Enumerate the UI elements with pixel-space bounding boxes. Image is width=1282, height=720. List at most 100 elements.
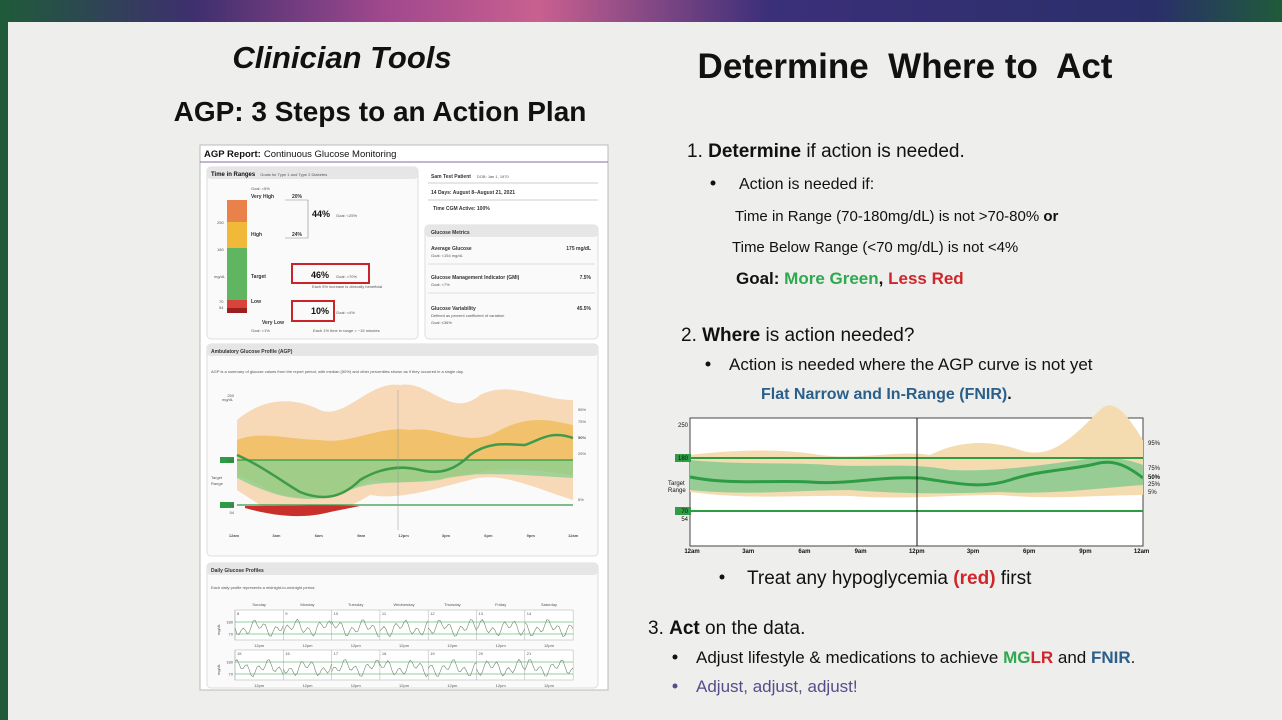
bracket <box>285 199 309 239</box>
agp-title: Ambulatory Glucose Profile (AGP) <box>211 349 293 355</box>
tir-goal: Goal: <5% <box>251 186 270 191</box>
chart-x-label: 6pm <box>1023 549 1035 555</box>
fnir-chart: Target Range <box>668 405 1144 547</box>
treat-red: (red) <box>953 568 995 589</box>
patient-name: Sam Test Patient <box>431 174 471 180</box>
day-date: 9 <box>285 611 288 616</box>
day-noon: 12pm <box>399 683 410 688</box>
panel-head <box>207 563 598 575</box>
agp-unit: mg/dL <box>222 397 234 402</box>
act-pre: Adjust lifestyle & medications to achiev… <box>696 648 1003 667</box>
daily-trace <box>234 659 284 678</box>
condition-or: or <box>1043 208 1058 225</box>
weekday: Tuesday <box>348 602 363 607</box>
metric-goal: Goal: <154 mg/dL <box>431 253 464 258</box>
day-date: 17 <box>334 651 339 656</box>
scale-label: 180 <box>217 247 224 252</box>
side-band <box>0 22 8 720</box>
step-2-bullet: Action is needed where the AGP curve is … <box>729 355 1093 374</box>
tir-label: High <box>251 232 262 238</box>
step-2: 2. Where is action needed? <box>681 325 914 346</box>
agp-note: AGP is a summary of glucose values from … <box>211 369 464 374</box>
chart-x-label: 9pm <box>1079 549 1091 555</box>
daily-trace <box>283 618 332 637</box>
report-title-text: AGP Report: <box>204 149 261 160</box>
day-date: 14 <box>527 611 532 616</box>
daily-trace <box>476 619 526 637</box>
top-band <box>0 0 1282 22</box>
tir-goal: Goal: <1% <box>251 328 270 333</box>
day-noon: 12pm <box>302 683 313 688</box>
chart-x-label: 9am <box>855 549 867 555</box>
weekday: Monday <box>300 602 314 607</box>
highlight-box <box>291 300 335 322</box>
tir-title-text: Time in Ranges <box>211 172 256 178</box>
bar-high <box>227 222 247 248</box>
day-noon: 12pm <box>254 643 265 648</box>
tag <box>675 454 691 462</box>
step-1-bullet: Action is needed if: <box>739 176 874 193</box>
step-1: 1. Determine if action is needed. <box>687 141 965 162</box>
daily-title: Daily Glucose Profiles <box>211 568 264 574</box>
chart-x-label: 6am <box>798 549 810 555</box>
act-1: Adjust lifestyle & medications to achiev… <box>696 648 1135 667</box>
day-date: 21 <box>527 651 532 656</box>
day-noon: 12pm <box>302 643 313 648</box>
daily-trace <box>379 659 429 678</box>
tag <box>220 502 234 508</box>
goal-label: Goal: <box>736 269 784 288</box>
step-num: 2. <box>681 325 702 346</box>
tir-title: Time in Ranges Goals for Type 1 and Type … <box>211 172 327 178</box>
daily-trace <box>331 659 381 677</box>
left-title: Clinician Tools <box>232 40 451 75</box>
step-rest: on the data. <box>700 618 806 639</box>
goal-sep: , <box>879 269 888 288</box>
act-mid: and <box>1053 648 1091 667</box>
weekday: Wednesday <box>394 602 415 607</box>
goal: Goal: More Green, Less Red <box>736 269 964 288</box>
day-noon: 12pm <box>351 643 362 648</box>
right-title: Determine Where to Act <box>698 47 1113 86</box>
weekday: Sunday <box>252 602 266 607</box>
daily-trace <box>476 658 526 677</box>
agp-target: Target <box>211 475 223 480</box>
day-noon: 12pm <box>544 643 555 648</box>
daily-note: Each daily profile represents a midnight… <box>211 585 316 590</box>
metric-value: 175 mg/dL <box>566 246 591 252</box>
chart-x-label: 12am <box>1134 549 1149 555</box>
metric-goal: Defined as percent coefficient of variat… <box>431 313 504 318</box>
daily-trace <box>427 659 477 677</box>
tir-pct: 20% <box>292 194 303 200</box>
panel-head <box>425 225 598 237</box>
highlight-box <box>291 263 370 284</box>
tir-note: Each 1% time in range = ~15 minutes <box>313 328 380 333</box>
step-bold: Where <box>702 325 760 346</box>
chart-y-label: 250 <box>678 423 689 429</box>
bullet <box>719 574 725 580</box>
daily-y-label: 180 <box>226 660 233 665</box>
bullet <box>672 654 678 660</box>
day-date: 10 <box>334 611 339 616</box>
agp-x-label: 9pm <box>527 533 536 538</box>
day-date: 8 <box>237 611 240 616</box>
scale-label: 70 <box>219 299 224 304</box>
fnir-end: . <box>1007 386 1011 403</box>
agp-x-label: 12am <box>568 533 579 538</box>
daily-y-label: 180 <box>226 620 233 625</box>
metric-value: 45.5% <box>577 306 592 312</box>
metric-goal: Goal: ≤36% <box>431 320 452 325</box>
day-date: 19 <box>430 651 435 656</box>
chart-target: Target <box>668 481 685 487</box>
day-noon: 12pm <box>399 643 410 648</box>
daily-trace <box>283 660 332 677</box>
step-3: 3. Act on the data. <box>648 618 805 639</box>
agp-low-area <box>245 505 360 517</box>
daily-y-label: 70 <box>229 632 234 637</box>
median-line <box>689 460 1144 487</box>
tir-label: Target <box>251 274 266 280</box>
day-noon: 12pm <box>496 643 507 648</box>
step-num: 1. <box>687 141 708 162</box>
agp-report: AGP Report: Continuous Glucose Monitoring… <box>199 144 609 691</box>
agp-x-label: 3am <box>272 533 280 538</box>
agp-x-label: 6pm <box>484 533 493 538</box>
